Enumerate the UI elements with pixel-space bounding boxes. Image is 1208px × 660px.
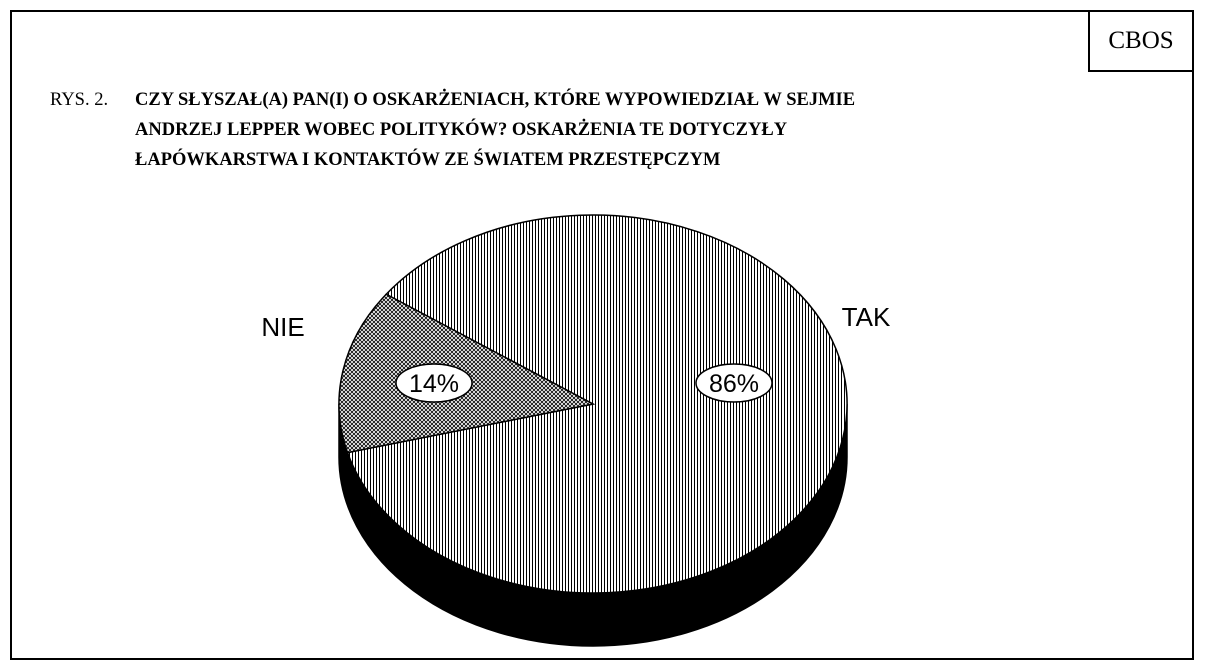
figure-number: RYS. 2. xyxy=(50,90,109,110)
slice-label-nie: NIE xyxy=(261,312,304,342)
title-line-1: CZY SŁYSZAŁ(A) PAN(I) O OSKARŻENIACH, KT… xyxy=(135,90,856,110)
pie-layer xyxy=(338,214,848,647)
source-badge: CBOS xyxy=(1088,10,1194,72)
value-bubble-tak xyxy=(695,363,773,403)
value-label-tak: 86% xyxy=(709,370,759,398)
slice-label-tak: TAK xyxy=(842,302,891,332)
pie-slice-tak xyxy=(346,214,848,594)
value-label-nie: 14% xyxy=(409,370,459,398)
label-layer: TAK 86% NIE 14% xyxy=(261,302,891,403)
value-bubble-nie xyxy=(395,363,473,403)
title-line-3: ŁAPÓWKARSTWA I KONTAKTÓW ZE ŚWIATEM PRZE… xyxy=(135,150,721,170)
title-line-2: ANDRZEJ LEPPER WOBEC POLITYKÓW? OSKARŻEN… xyxy=(135,120,788,140)
